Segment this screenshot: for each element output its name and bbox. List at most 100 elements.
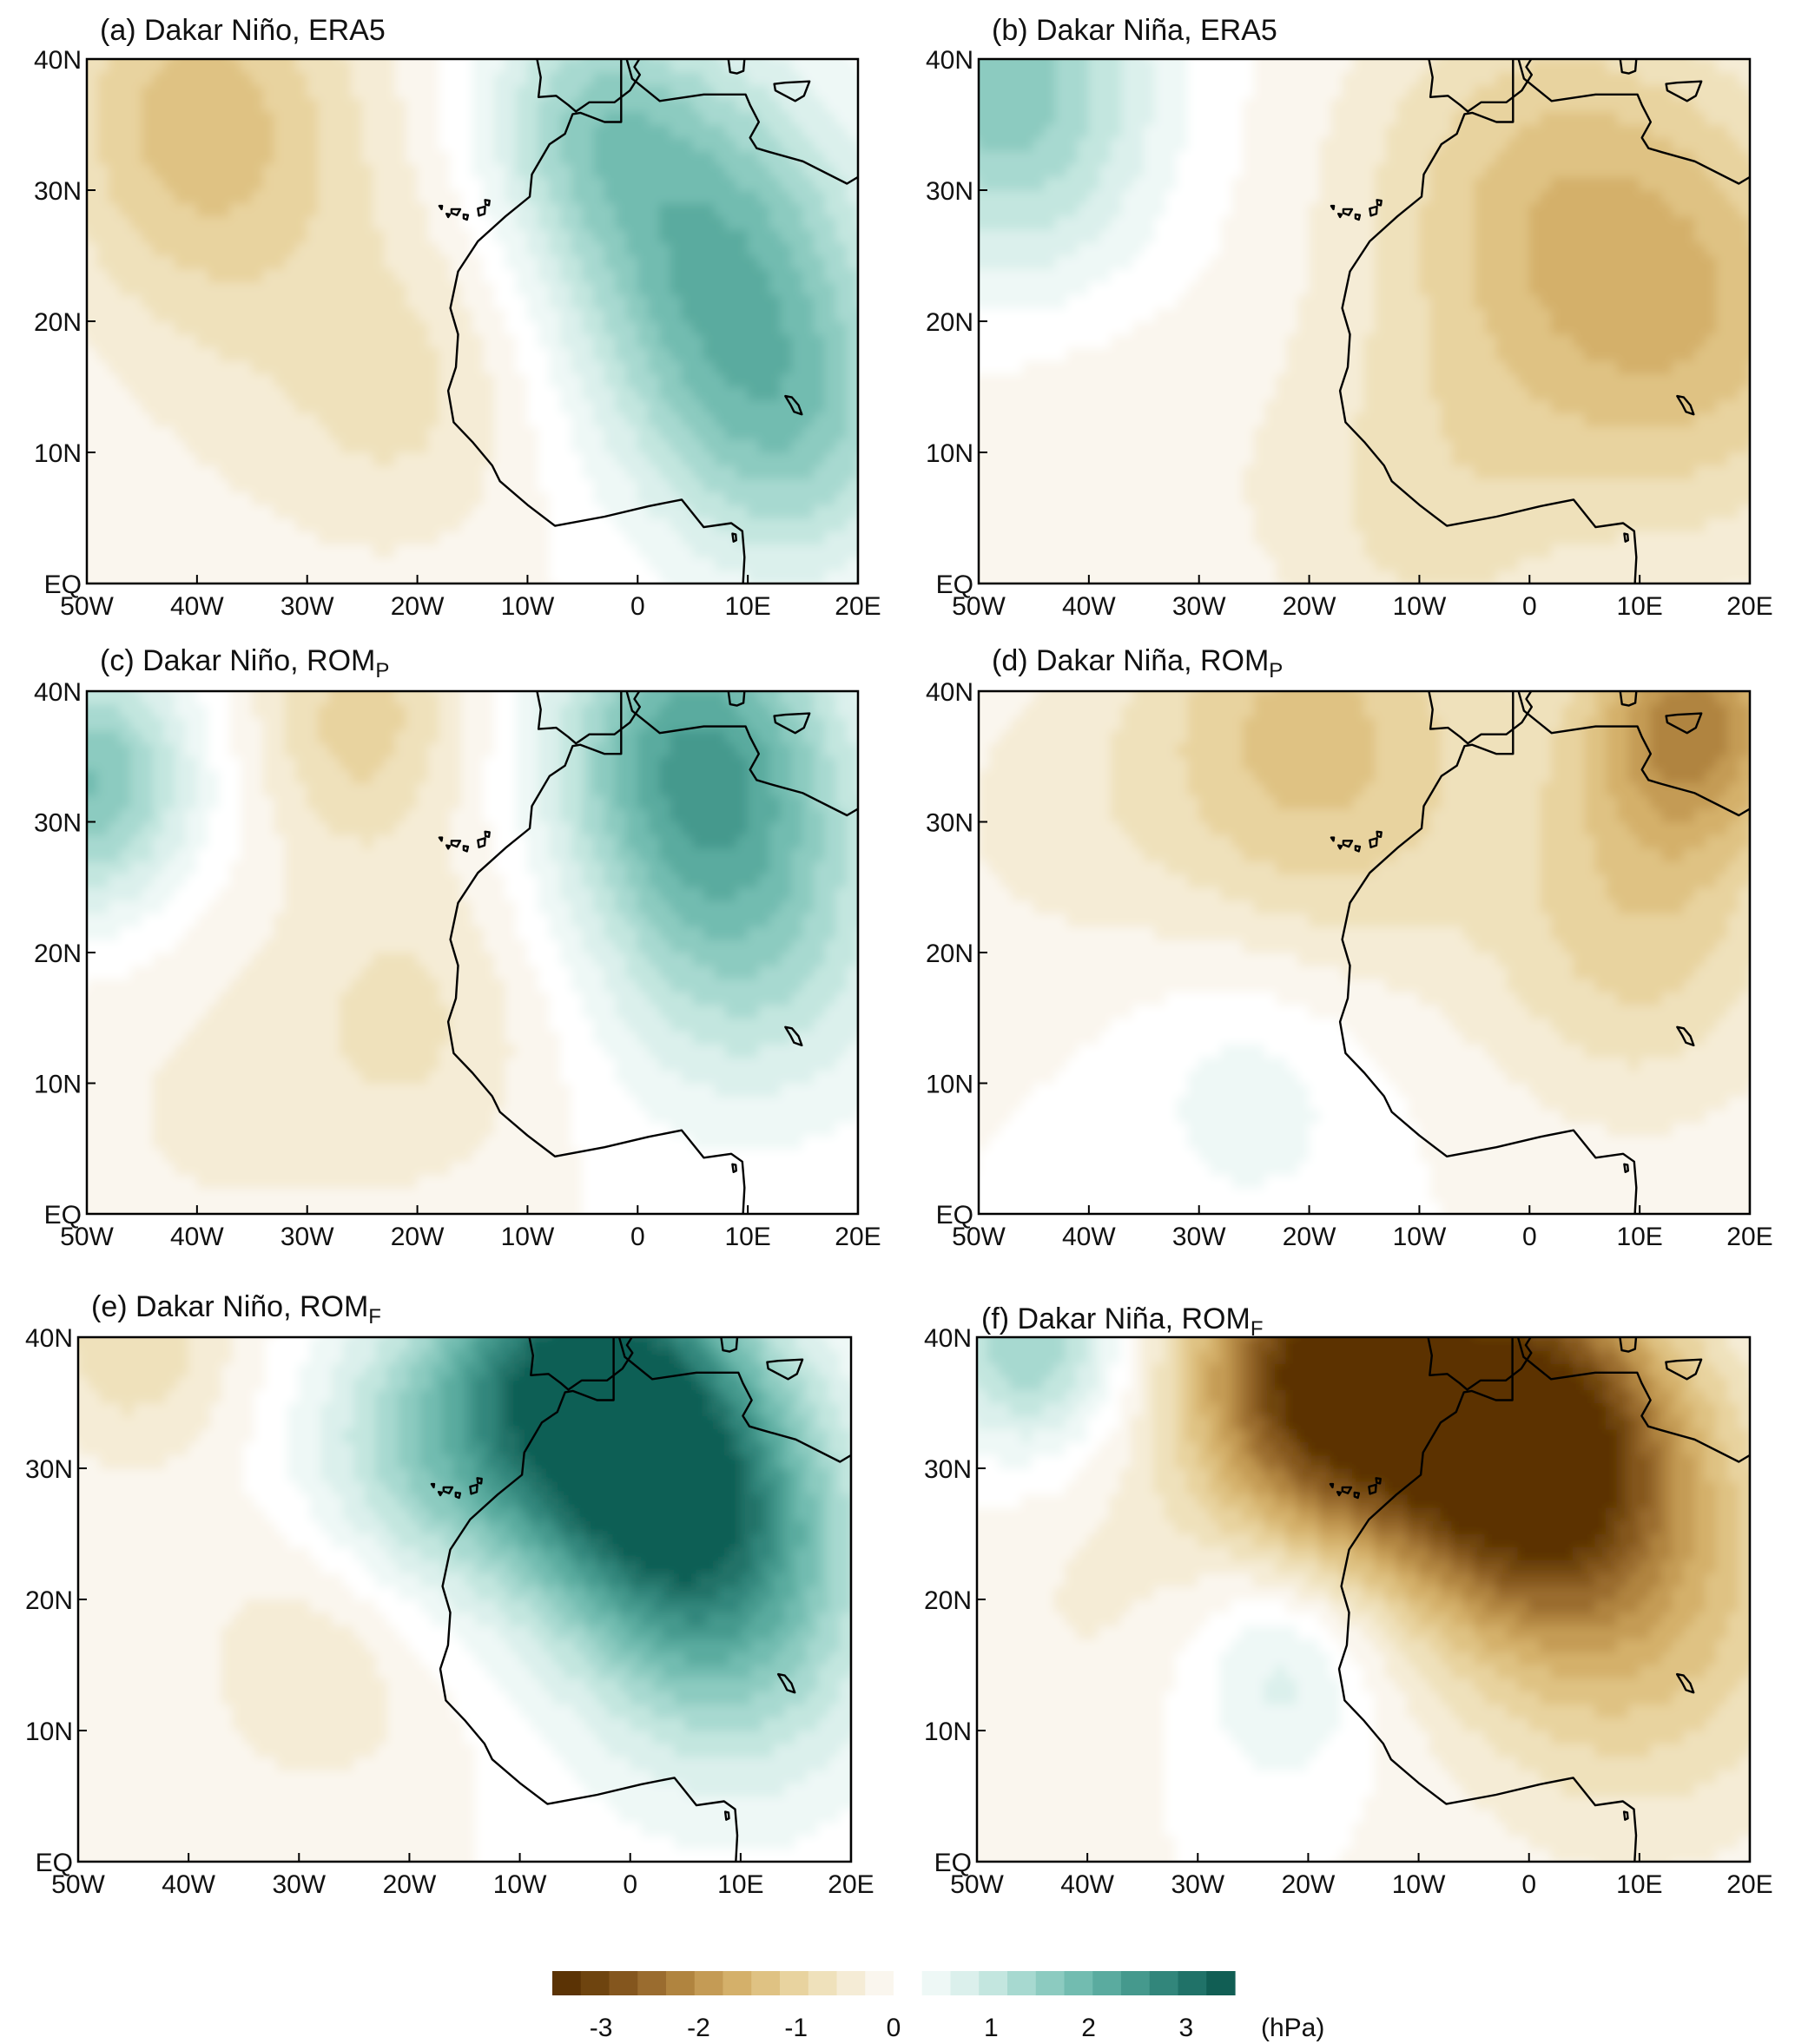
panel-title-main: (f) Dakar Niña, ROM <box>981 1302 1251 1335</box>
x-tick-label: 20W <box>391 1223 445 1251</box>
x-tick-label: 10E <box>724 592 770 621</box>
y-tick-label: 20N <box>34 940 82 968</box>
x-tick-label: 0 <box>1521 1870 1536 1899</box>
colorbar-swatch <box>1092 1971 1122 1995</box>
colorbar-tick-label: 2 <box>1081 2014 1096 2042</box>
colorbar-swatch <box>1007 1971 1037 1995</box>
x-tick-label: 50W <box>51 1870 105 1899</box>
x-tick-label: 30W <box>1172 592 1226 621</box>
x-tick-label: 20E <box>828 1870 874 1899</box>
y-tick-label: 40N <box>926 678 973 707</box>
x-tick-label: 10E <box>1616 592 1662 621</box>
colorbar-swatch <box>694 1971 724 1995</box>
x-tick-label: 10W <box>501 592 555 621</box>
x-tick-label: 50W <box>60 1223 114 1251</box>
y-tick-label: 40N <box>926 46 973 75</box>
x-tick-label: 10E <box>1616 1870 1662 1899</box>
x-tick-label: 20E <box>835 1223 881 1251</box>
x-tick-label: 10E <box>724 1223 770 1251</box>
x-tick-label: 40W <box>1062 592 1116 621</box>
y-tick-label: 40N <box>25 1324 73 1353</box>
x-tick-label: 20W <box>391 592 445 621</box>
panel-title-subscript: P <box>1269 659 1283 682</box>
y-tick-label: 30N <box>926 177 973 206</box>
y-tick-label: 30N <box>924 1455 972 1484</box>
x-tick-label: 50W <box>950 1870 1004 1899</box>
panel-title-a: (a) Dakar Niño, ERA5 <box>100 14 386 47</box>
colorbar-unit-label: (hPa) <box>1261 2014 1324 2042</box>
coastline-d <box>1330 691 1750 1214</box>
map-panel-d: 50W 40W 30W 20W 10W 0 10E 20E 40N 30N 20N 10N EQ (d) … <box>926 644 1773 1251</box>
colorbar-swatch <box>979 1971 1008 1995</box>
y-tick-label: EQ <box>936 1201 973 1230</box>
panel-title-c: (c) Dakar Niño, ROMP <box>100 644 389 682</box>
x-tick-label: 0 <box>630 592 645 621</box>
y-tick-label: 40N <box>34 46 82 75</box>
colorbar-swatch <box>921 1971 952 1995</box>
colorbar-swatch <box>666 1971 696 1995</box>
x-tick-label: 20W <box>383 1870 437 1899</box>
colorbar-swatch <box>1206 1971 1236 1995</box>
y-tick-label: EQ <box>936 570 973 599</box>
x-tick-label: 30W <box>272 1870 326 1899</box>
x-tick-label: 0 <box>1522 1223 1537 1251</box>
y-tick-label: 30N <box>34 177 82 206</box>
x-tick-label: 20W <box>1282 1870 1336 1899</box>
x-tick-label: 20E <box>1726 592 1772 621</box>
x-tick-label: 10E <box>717 1870 763 1899</box>
x-tick-label: 30W <box>1172 1223 1226 1251</box>
y-tick-label: 10N <box>926 439 973 468</box>
colorbar-tick-label: 0 <box>887 2014 901 2042</box>
map-panel-b: 50W 40W 30W 20W 10W 0 10E 20E 40N 30N 20N 10N EQ (b) … <box>926 14 1773 621</box>
colorbar-swatch <box>1178 1971 1207 1995</box>
colorbar-swatch <box>1121 1971 1151 1995</box>
x-tick-label: 40W <box>170 1223 224 1251</box>
x-tick-label: 0 <box>630 1223 645 1251</box>
panel-title-e: (e) Dakar Niño, ROMF <box>91 1290 381 1329</box>
x-tick-label: 0 <box>1522 592 1537 621</box>
map-panel-a: 50W 40W 30W 20W 10W 0 10E 20E 40N 30N 20N 10N EQ (a) … <box>34 14 881 621</box>
colorbar-tick-label: -3 <box>590 2014 613 2042</box>
x-tick-label: 50W <box>60 592 114 621</box>
x-tick-label: 50W <box>952 592 1006 621</box>
pressure-anomaly-field-b <box>979 59 1750 584</box>
y-tick-label: 10N <box>34 439 82 468</box>
y-tick-label: EQ <box>934 1849 972 1877</box>
panel-title-subscript: F <box>1251 1317 1264 1341</box>
panel-title-main: (a) Dakar Niño, ERA5 <box>100 14 386 47</box>
y-tick-label: EQ <box>44 1201 82 1230</box>
panel-title-f: (f) Dakar Niña, ROMF <box>981 1302 1264 1341</box>
colorbar-swatch <box>609 1971 638 1995</box>
y-tick-label: 10N <box>926 1071 973 1099</box>
x-tick-label: 40W <box>1060 1870 1114 1899</box>
y-tick-label: 20N <box>926 308 973 337</box>
colorbar-tick-label: 3 <box>1179 2014 1194 2042</box>
colorbar-swatch <box>894 1971 923 1995</box>
pressure-anomaly-field-a <box>87 59 858 584</box>
x-tick-label: 10W <box>1393 592 1447 621</box>
panel-title-main: (c) Dakar Niño, ROM <box>100 644 375 677</box>
y-tick-label: 10N <box>924 1718 972 1746</box>
colorbar-tick-label: 1 <box>984 2014 999 2042</box>
colorbar-swatch <box>865 1971 894 1995</box>
x-tick-label: 40W <box>162 1870 215 1899</box>
colorbar-swatch <box>950 1971 980 1995</box>
x-tick-label: 10W <box>501 1223 555 1251</box>
colorbar-swatch <box>751 1971 781 1995</box>
y-tick-label: 40N <box>34 678 82 707</box>
y-tick-label: 20N <box>924 1586 972 1615</box>
map-panel-c: 50W 40W 30W 20W 10W 0 10E 20E 40N 30N 20N 10N EQ (c) … <box>34 644 881 1251</box>
y-tick-label: 20N <box>926 940 973 968</box>
panel-title-b: (b) Dakar Niña, ERA5 <box>992 14 1277 47</box>
panel-title-d: (d) Dakar Niña, ROMP <box>992 644 1283 682</box>
colorbar-swatch <box>1035 1971 1066 1995</box>
pressure-anomaly-field-f <box>977 1337 1750 1862</box>
colorbar-swatch <box>780 1971 809 1995</box>
x-tick-label: 50W <box>952 1223 1006 1251</box>
coastline-a <box>438 59 858 584</box>
colorbar-tick-label: -2 <box>687 2014 710 2042</box>
y-tick-label: 20N <box>34 308 82 337</box>
y-tick-label: 30N <box>34 809 82 838</box>
panel-title-main: (b) Dakar Niña, ERA5 <box>992 14 1277 47</box>
